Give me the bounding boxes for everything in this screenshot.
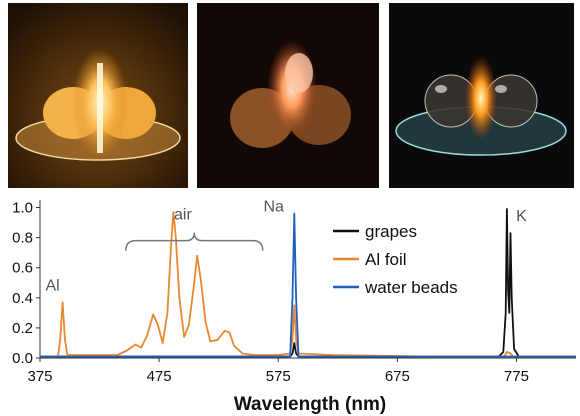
legend-label: Al foil <box>365 250 407 269</box>
axes <box>39 200 576 359</box>
y-tick-label: 0.6 <box>12 260 33 277</box>
series-lines <box>40 208 576 358</box>
x-tick-label: 475 <box>147 368 172 385</box>
annotation-al: Al <box>46 277 60 294</box>
x-tick-label: 375 <box>27 368 52 385</box>
x-tick-label: 775 <box>504 368 529 385</box>
y-tick-label: 0.2 <box>12 320 33 337</box>
x-axis-label: Wavelength (nm) <box>234 394 386 415</box>
x-tick-label: 675 <box>385 368 410 385</box>
y-tick-label: 0.4 <box>12 290 33 307</box>
y-tick-label: 0.0 <box>12 350 33 367</box>
air-bracket <box>125 232 264 251</box>
annotations: Al air Na K <box>46 199 528 295</box>
series-line-al-foil <box>40 211 576 358</box>
photo-grapes <box>8 3 188 188</box>
spectrum-chart: 0.0 0.2 0.4 0.6 0.8 1.0 375 475 575 675 775 Al air… <box>12 199 576 415</box>
x-axis-ticks: 375 475 575 675 775 <box>27 358 529 385</box>
series-line-grapes <box>40 208 576 358</box>
annotation-air: air <box>174 207 192 224</box>
annotation-na: Na <box>263 199 284 216</box>
y-tick-label: 0.8 <box>12 230 33 247</box>
photo-al-foil <box>197 3 379 188</box>
annotation-k: K <box>516 208 527 225</box>
legend-label: grapes <box>365 222 417 241</box>
x-tick-label: 575 <box>266 368 291 385</box>
series-line-water-beads <box>40 212 576 358</box>
photo-water-beads <box>389 3 574 188</box>
legend-label: water beads <box>364 278 458 297</box>
y-axis-ticks: 0.0 0.2 0.4 0.6 0.8 1.0 <box>12 200 40 367</box>
legend: grapes Al foil water beads <box>333 222 458 297</box>
y-tick-label: 1.0 <box>12 200 33 217</box>
